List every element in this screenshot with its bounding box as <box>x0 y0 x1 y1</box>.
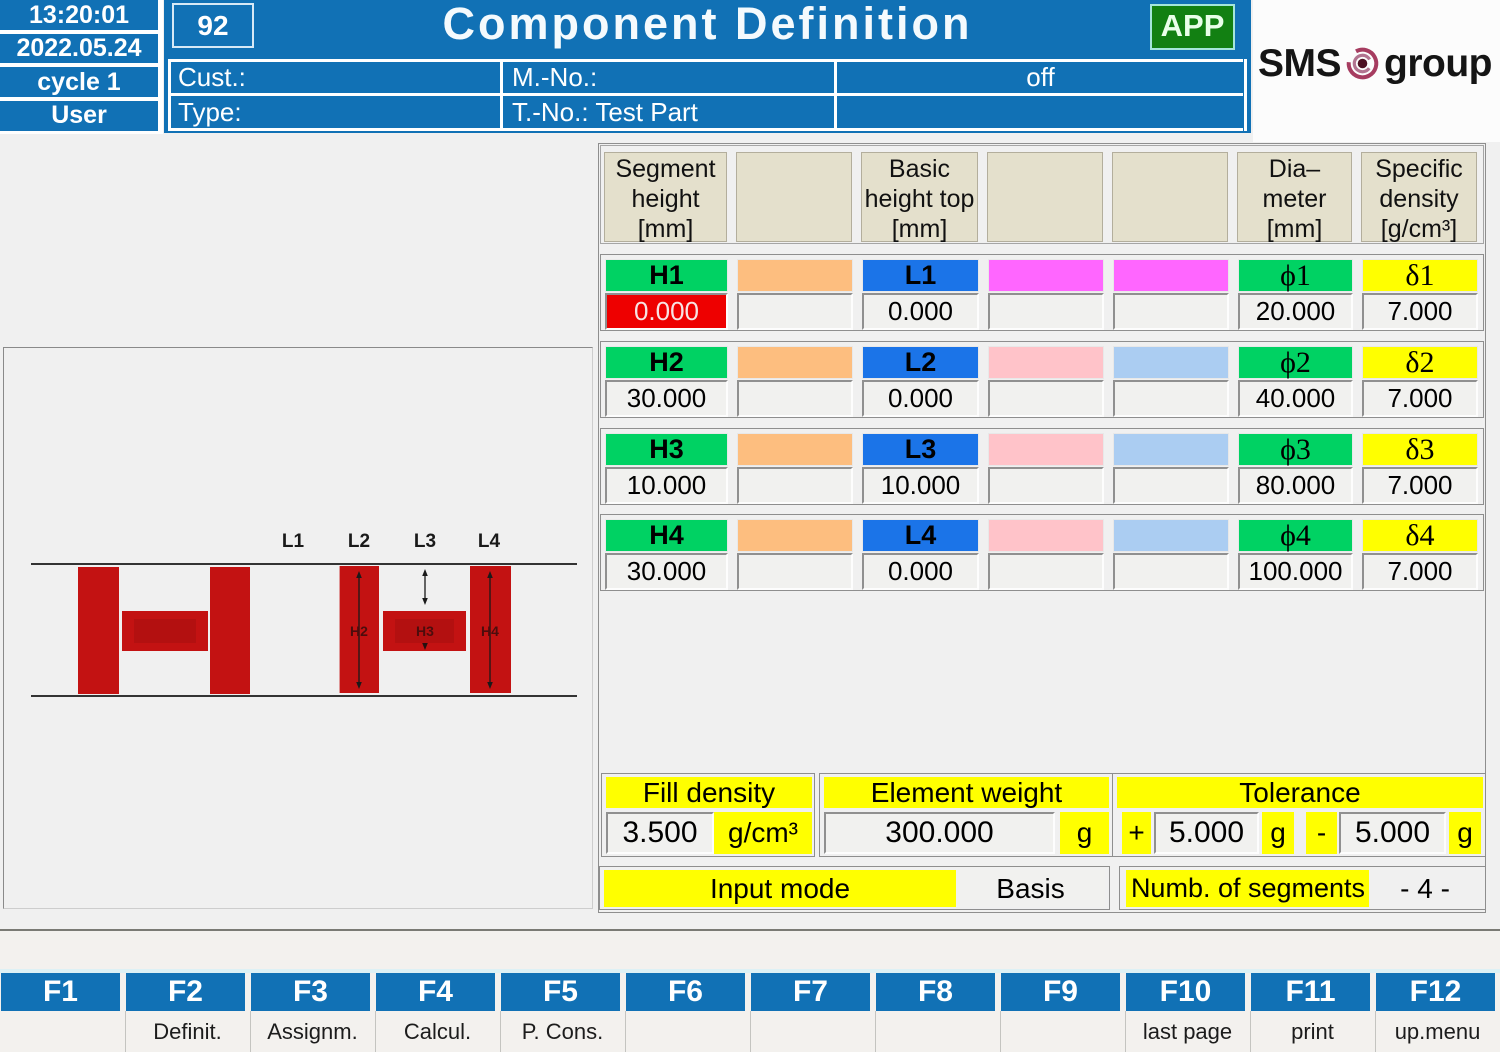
svg-text:H2: H2 <box>350 623 368 639</box>
svg-text:L3: L3 <box>414 531 436 552</box>
svg-text:L4: L4 <box>478 531 501 552</box>
svg-text:L1: L1 <box>282 531 305 552</box>
svg-text:H4: H4 <box>481 623 499 639</box>
svg-text:H3: H3 <box>416 623 434 639</box>
svg-text:L2: L2 <box>348 531 370 552</box>
